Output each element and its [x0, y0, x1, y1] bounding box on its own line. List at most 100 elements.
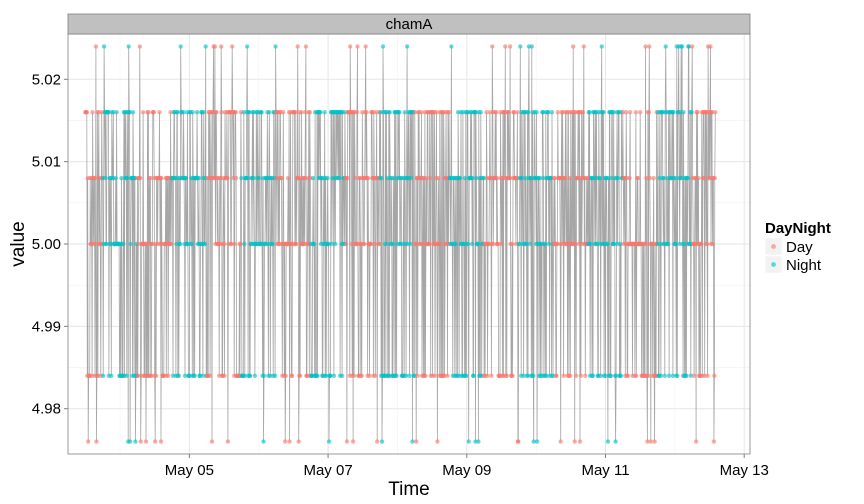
point-night [109, 373, 114, 378]
point-day [581, 44, 586, 49]
point-night [326, 241, 331, 247]
point-night [609, 175, 614, 181]
point-day [507, 175, 512, 181]
point-day [635, 175, 640, 181]
point-day [297, 373, 303, 378]
point-day [151, 110, 156, 115]
point-day [299, 110, 304, 115]
point-night [190, 110, 195, 115]
point-night [380, 44, 386, 49]
point-day [375, 439, 380, 444]
point-night [673, 175, 678, 181]
point-night [658, 373, 664, 378]
point-day [351, 373, 357, 378]
point-night [681, 110, 686, 115]
point-day [427, 241, 432, 247]
point-night [387, 110, 392, 115]
point-day [412, 110, 417, 115]
point-night [466, 241, 471, 247]
point-night [612, 241, 617, 247]
point-day [283, 439, 288, 444]
point-night [541, 175, 546, 181]
point-night [111, 110, 116, 115]
point-day [651, 175, 656, 181]
point-night [662, 373, 667, 378]
point-day [283, 373, 288, 378]
legend-marker-day [771, 244, 776, 249]
point-day [221, 241, 227, 247]
point-day [490, 44, 495, 49]
point-day [214, 110, 219, 115]
point-night [517, 241, 522, 247]
point-day [368, 241, 374, 247]
point-day [90, 110, 95, 115]
point-day [168, 241, 174, 247]
point-day [624, 110, 629, 115]
point-day [647, 44, 652, 49]
point-night [531, 373, 536, 378]
point-day [238, 241, 243, 247]
point-day [643, 44, 648, 49]
point-day [150, 241, 155, 247]
point-day [577, 439, 583, 444]
point-night [391, 175, 396, 181]
point-night [408, 241, 413, 247]
legend: DayNight DayNight [764, 220, 831, 274]
point-day [307, 110, 312, 115]
point-day [367, 373, 372, 378]
point-night [601, 110, 606, 115]
point-day [219, 44, 224, 49]
point-day [345, 175, 350, 181]
x-tick-label: May 05 [165, 462, 214, 479]
point-day [376, 241, 382, 247]
point-day [303, 44, 309, 49]
point-day [365, 175, 371, 181]
point-night [311, 175, 316, 181]
point-night [603, 373, 608, 378]
point-night [466, 439, 471, 444]
point-night [534, 110, 539, 115]
point-day [149, 373, 154, 378]
point-day [225, 175, 230, 181]
point-night [126, 44, 131, 49]
point-day [420, 241, 425, 247]
point-day [568, 373, 573, 378]
point-night [605, 241, 610, 247]
point-night [544, 373, 549, 378]
point-day [207, 373, 213, 378]
point-night [546, 110, 551, 115]
point-night [127, 439, 133, 444]
point-night [407, 373, 412, 378]
point-night [474, 175, 479, 181]
point-night [379, 175, 384, 181]
point-night [106, 110, 111, 115]
point-night [182, 373, 188, 378]
point-day [633, 110, 639, 115]
point-night [311, 241, 317, 247]
point-night [661, 175, 666, 181]
point-night [462, 175, 468, 181]
point-night [124, 373, 129, 378]
point-day [140, 110, 146, 115]
point-day [620, 110, 625, 115]
facet-strip: chamA [67, 13, 751, 35]
point-night [200, 373, 206, 378]
point-night [618, 241, 623, 247]
point-night [523, 175, 529, 181]
point-night [598, 175, 603, 181]
point-day [567, 175, 573, 181]
point-day [158, 439, 164, 444]
point-day [354, 110, 360, 115]
y-tick-label: 5.02 [32, 71, 61, 88]
point-day [222, 373, 227, 378]
point-night [322, 110, 327, 115]
series-points [83, 44, 718, 444]
point-day [138, 439, 143, 444]
point-night [242, 373, 247, 378]
point-night [242, 241, 247, 247]
point-night [590, 373, 596, 378]
point-day [285, 175, 291, 181]
point-night [410, 439, 415, 444]
point-day [349, 241, 354, 247]
point-day [137, 44, 142, 49]
